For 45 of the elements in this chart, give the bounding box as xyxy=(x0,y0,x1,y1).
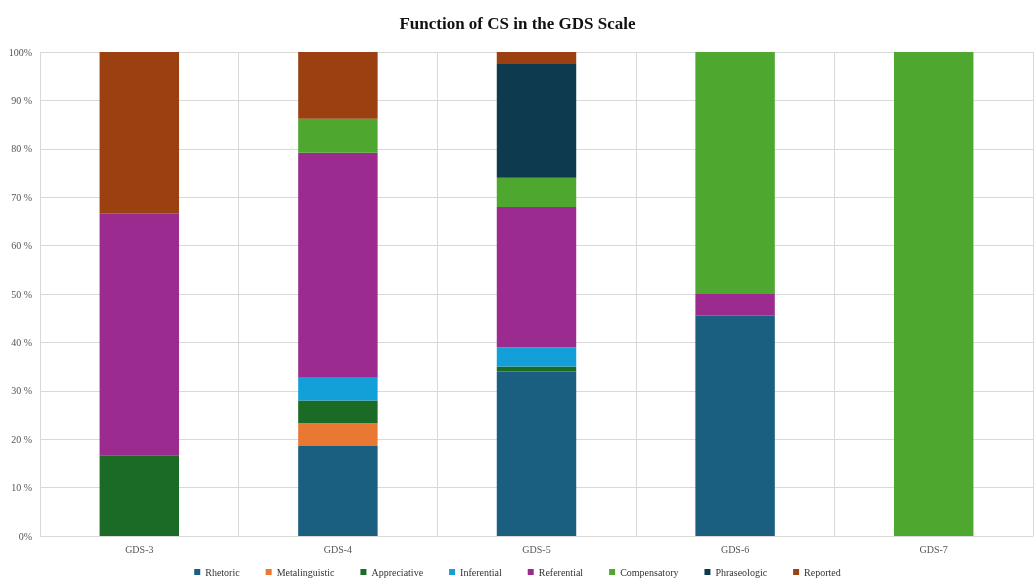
bar xyxy=(496,64,577,178)
legend-label: Metalinguistic xyxy=(276,566,335,578)
bar xyxy=(298,400,378,424)
bar xyxy=(893,52,974,536)
bar xyxy=(695,294,775,316)
y-tick-label: 70 % xyxy=(11,191,32,203)
y-tick-label: 0% xyxy=(18,530,32,542)
legend-label: Rhetoric xyxy=(205,566,241,578)
bar xyxy=(99,52,180,214)
bar xyxy=(99,213,180,456)
bar xyxy=(99,455,180,536)
bar xyxy=(298,118,378,153)
bar xyxy=(298,423,378,446)
y-tick-label: 90 % xyxy=(11,94,32,106)
x-tick-label: GDS-6 xyxy=(720,543,750,555)
bar xyxy=(298,445,378,536)
legend-label: Phraseologic xyxy=(715,566,768,578)
bar xyxy=(496,347,577,367)
y-tick-label: 20 % xyxy=(11,433,32,445)
bar xyxy=(298,52,378,119)
bar xyxy=(298,152,378,378)
y-tick-label: 40 % xyxy=(11,336,32,348)
legend-label: Appreciative xyxy=(371,566,424,578)
y-tick-label: 80 % xyxy=(11,143,32,155)
bar xyxy=(496,206,577,348)
x-tick-label: GDS-4 xyxy=(323,543,353,555)
legend-label: Compensatory xyxy=(620,566,679,578)
x-tick-label: GDS-7 xyxy=(919,543,948,555)
bar xyxy=(695,315,775,536)
bar xyxy=(496,177,577,207)
x-tick-label: GDS-3 xyxy=(125,543,154,555)
bar xyxy=(695,52,775,294)
y-tick-label: 100% xyxy=(8,46,32,58)
bar xyxy=(298,377,378,401)
y-tick-label: 50 % xyxy=(11,288,32,300)
y-tick-label: 30 % xyxy=(11,385,32,397)
bar xyxy=(496,52,577,65)
y-tick-label: 10 % xyxy=(11,482,32,494)
legend-label: Referential xyxy=(538,566,584,578)
y-tick-label: 60 % xyxy=(11,240,32,252)
bar xyxy=(496,371,577,536)
legend-label: Inferential xyxy=(460,566,502,578)
legend-label: Reported xyxy=(804,566,841,578)
x-tick-label: GDS-5 xyxy=(522,543,551,555)
chart-title: Function of CS in the GDS Scale xyxy=(399,14,637,33)
